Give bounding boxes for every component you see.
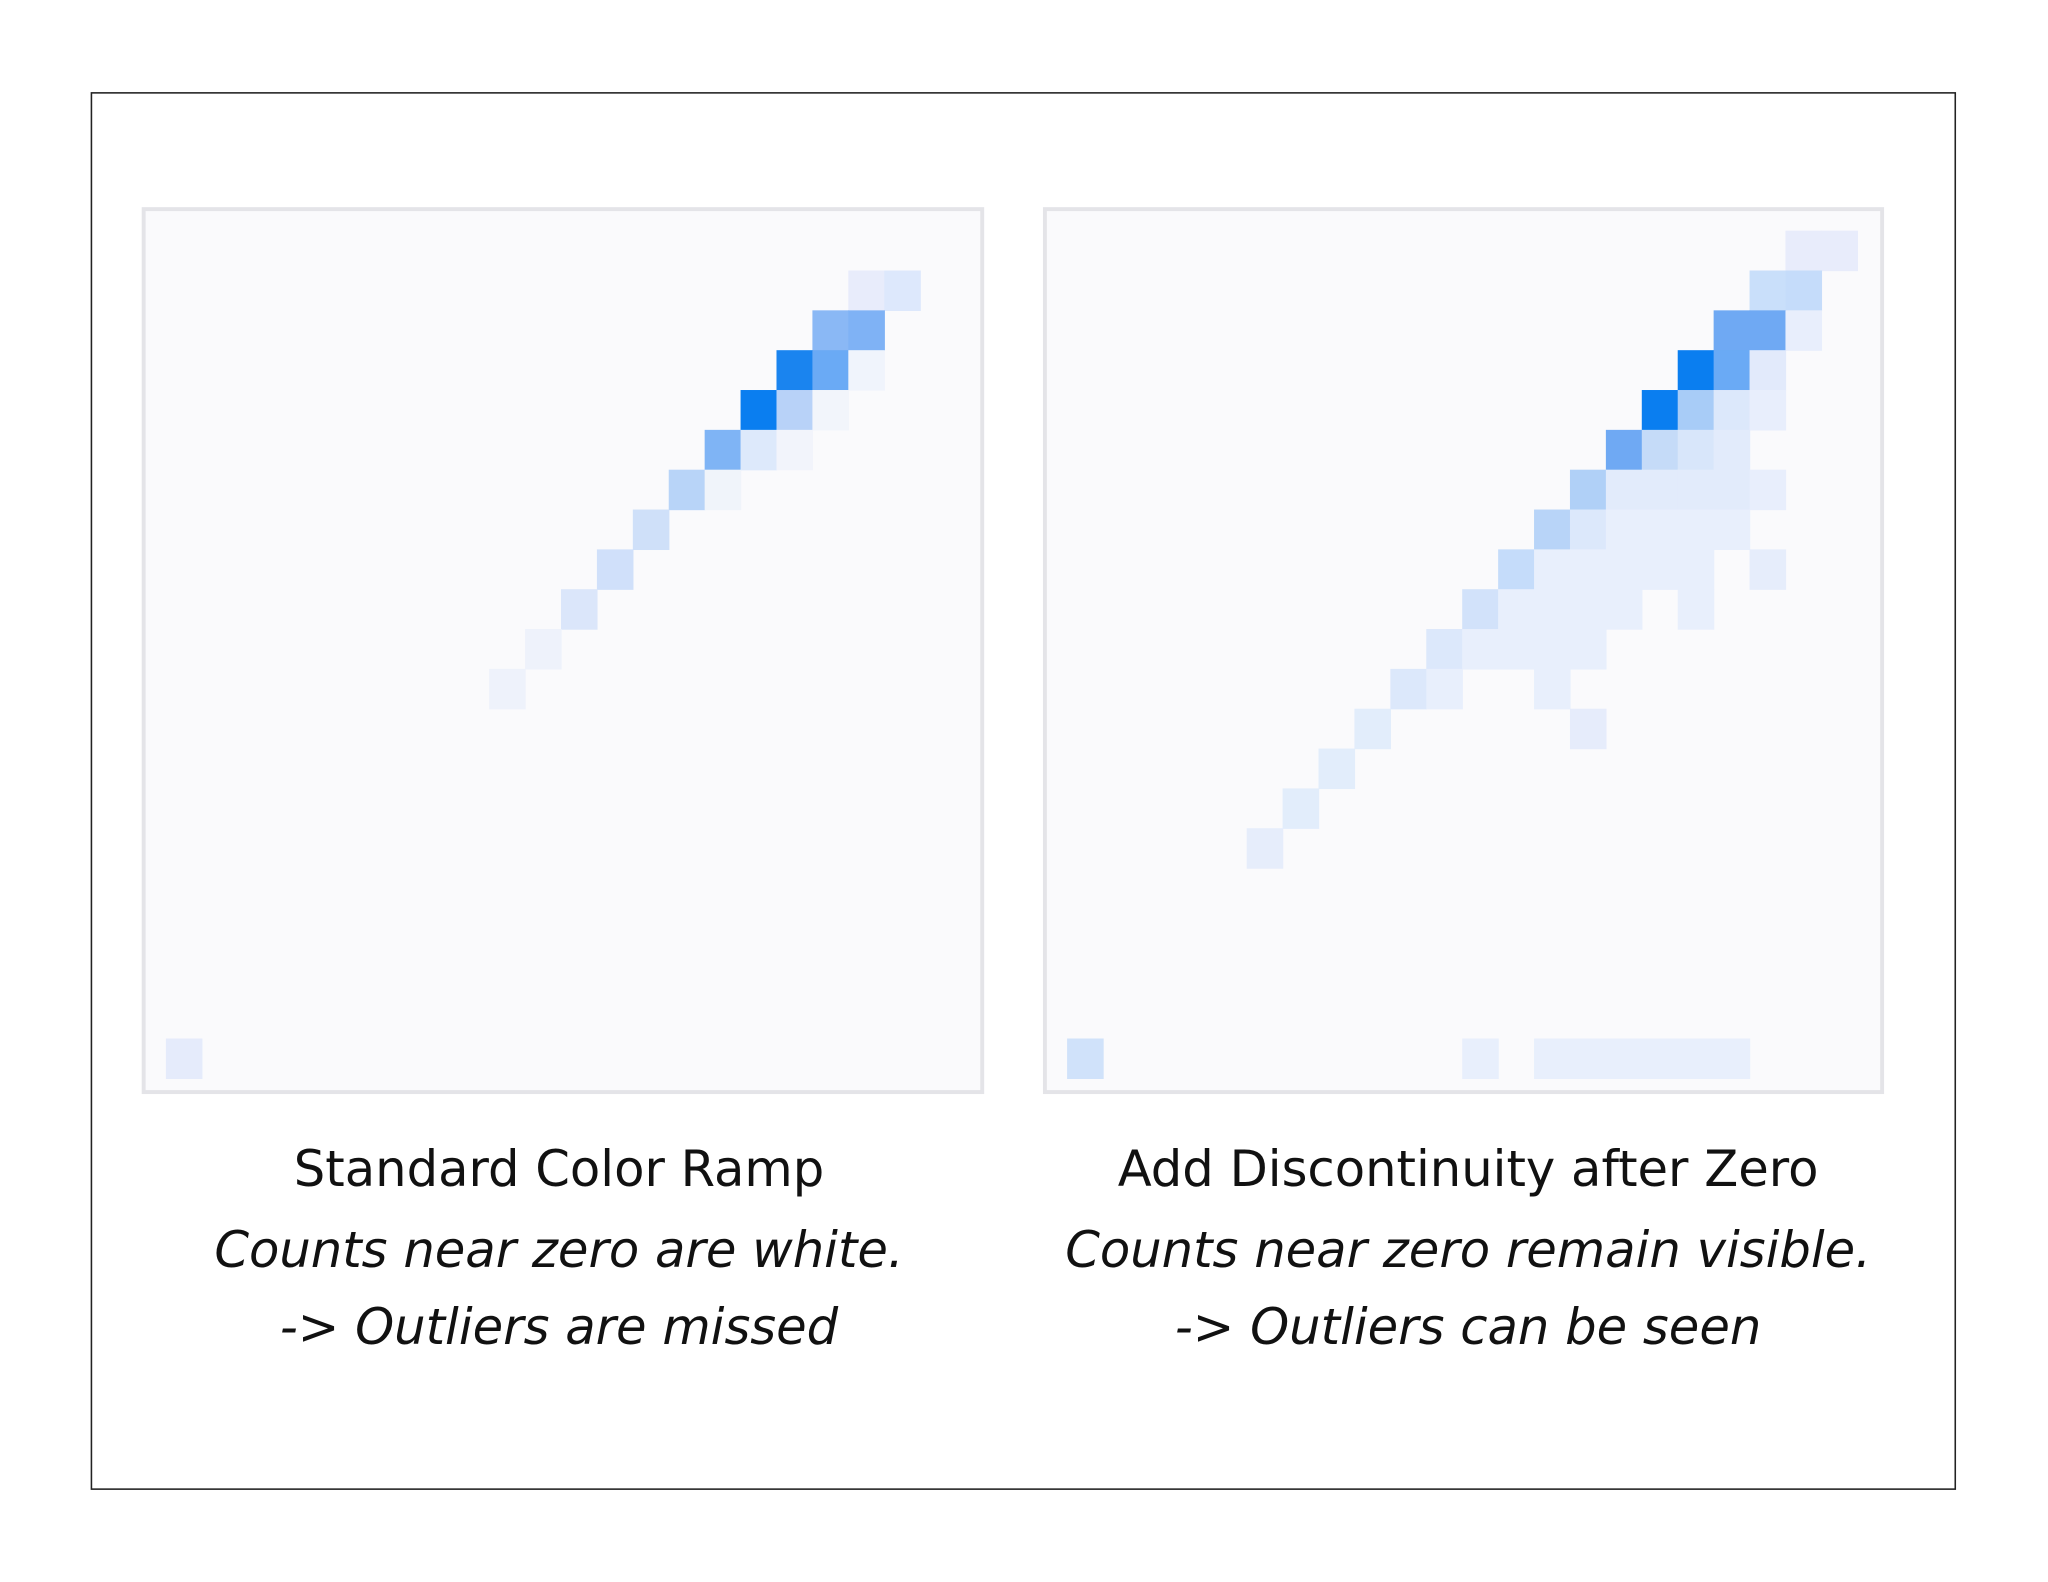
heatmap-cell [1426,668,1463,710]
heatmap-cell [1713,310,1751,351]
heatmap-cell [1569,629,1607,670]
left-heatmap [165,270,921,1079]
heatmap-cell [1785,230,1823,272]
heatmap-cell [1749,350,1787,391]
heatmap-cell [1677,350,1715,391]
heatmap-cell [1713,1038,1751,1079]
left-line-1: Counts near zero are white. [214,1221,903,1279]
heatmap-cell [1534,668,1571,710]
heatmap-cell [848,270,885,311]
heatmap-cell [1318,748,1356,790]
heatmap-cell [812,310,849,351]
heatmap-cell [1534,549,1571,590]
heatmap-cell [1605,429,1643,471]
heatmap-cell [632,509,670,551]
heatmap-cell [776,350,814,391]
heatmap-cell [1569,589,1607,630]
heatmap-cell [1677,390,1715,431]
heatmap-cell [1534,629,1571,670]
heatmap-cell [1713,469,1751,511]
heatmap-cell [1462,589,1499,630]
right-line-2: -> Outliers can be seen [1175,1298,1761,1356]
heatmap-cell [1498,589,1535,630]
heatmap-cell [560,589,598,630]
heatmap-cell [1498,629,1535,670]
heatmap-cell [1713,350,1751,391]
right-heatmap [1067,230,1858,1079]
heatmap-cell [165,1038,203,1079]
heatmap-cell [1534,589,1571,630]
heatmap-cell [1246,828,1284,869]
heatmap-cell [1569,509,1607,551]
heatmap-cell [1785,310,1823,351]
heatmap-cell [1821,230,1858,272]
left-line-2: -> Outliers are missed [280,1298,839,1356]
heatmap-cell [1605,469,1643,511]
heatmap-cell [1677,549,1715,590]
heatmap-cell [1749,310,1787,351]
heatmap-cell [1677,509,1715,551]
heatmap-cell [1605,589,1643,630]
heatmap-cell [1641,429,1679,471]
heatmap-cell [1569,549,1607,590]
heatmap-cell [848,350,885,391]
heatmap-cell [776,429,814,471]
heatmap-cell [1749,469,1787,511]
heatmap-cell [1534,1038,1571,1079]
heatmap-cell [848,310,885,351]
heatmap-cell [1677,429,1715,471]
heatmap-cell [1462,629,1499,670]
heatmap-cell [1354,708,1392,750]
heatmap-cell [1569,1038,1607,1079]
heatmap-cell [1677,469,1715,511]
heatmap-cell [668,469,706,511]
heatmap-cell [1641,549,1679,590]
heatmap-cell [812,350,849,391]
heatmap-cell [1749,270,1787,311]
heatmap-cell [1426,629,1463,670]
heatmap-cell [1713,390,1751,431]
heatmap-cell [1641,390,1679,431]
heatmap-cell [1677,1038,1715,1079]
heatmap-cell [489,668,526,710]
heatmap-cell [1605,549,1643,590]
heatmap-cell [1534,509,1571,551]
heatmap-cell [1282,788,1320,829]
heatmap-cell [596,549,634,590]
heatmap-cell [704,469,742,511]
heatmap-cell [1713,429,1751,471]
heatmap-cell [1785,270,1823,311]
heatmap-cell [812,390,849,431]
heatmap-cell [1641,469,1679,511]
right-title: Add Discontinuity after Zero [1118,1140,1819,1198]
heatmap-cell [1605,509,1643,551]
heatmap-cell [1569,708,1607,750]
heatmap-cell [740,429,778,471]
heatmap-cell [704,429,742,471]
heatmap-cell [1569,469,1607,511]
heatmap-cell [1749,549,1787,590]
heatmap-cell [1713,509,1751,551]
heatmap-cell [740,390,778,431]
heatmap-cell [1390,668,1427,710]
heatmap-cell [884,270,921,311]
heatmap-cell [1677,589,1715,630]
heatmap-cell [525,629,562,670]
heatmap-cell [1641,509,1679,551]
heatmap-cell [776,390,814,431]
heatmap-cell [1749,390,1787,431]
heatmap-cell [1498,549,1535,590]
heatmap-cell [1641,1038,1679,1079]
heatmap-cell [1462,1038,1499,1079]
right-line-1: Counts near zero remain visible. [1065,1221,1871,1279]
left-title: Standard Color Ramp [294,1140,825,1198]
heatmap-cell [1067,1038,1104,1079]
heatmap-cell [1605,1038,1643,1079]
